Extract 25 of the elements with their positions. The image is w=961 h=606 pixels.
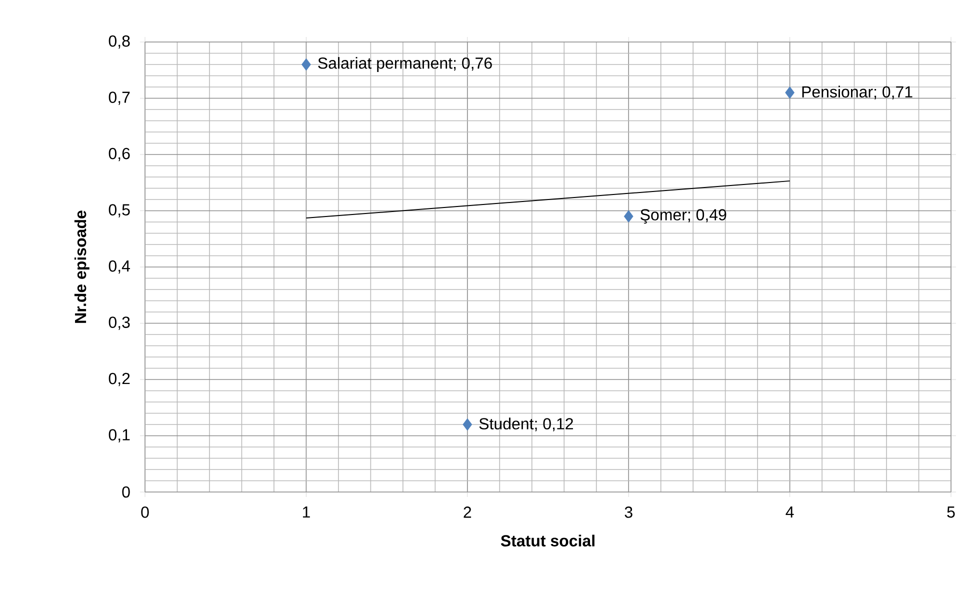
point [785,86,795,99]
y-tick-label: 0,7 [108,92,130,105]
point [624,210,634,223]
y-tick-label: 0,3 [108,316,130,330]
y-tick-label: 0,6 [108,148,130,162]
data-label: Salariat permanent; 0,76 [318,57,492,72]
x-tick-label: 1 [302,506,310,518]
point [462,418,472,431]
x-tick-label: 3 [624,506,632,518]
y-tick-label: 0,2 [108,372,130,386]
y-tick-label: 0,1 [108,429,130,442]
x-tick-label: 5 [947,506,955,518]
y-tick-label: 0,5 [108,204,130,218]
x-tick-label: 2 [464,506,472,518]
y-tick-label: 0,4 [108,260,130,274]
x-axis-title: Statut social [500,534,594,546]
data-label: Student; 0,12 [479,418,573,432]
x-tick-label: 4 [786,506,794,518]
data-label: Pensionar; 0,71 [802,86,912,100]
y-tick-label: 0,8 [108,35,130,49]
data-label: Şomer; 0,49 [640,209,726,224]
y-axis-title: Nr.de episoade [74,210,90,323]
x-tick-label: 0 [141,506,149,518]
point [302,58,311,71]
y-tick-label: 0 [122,486,130,498]
